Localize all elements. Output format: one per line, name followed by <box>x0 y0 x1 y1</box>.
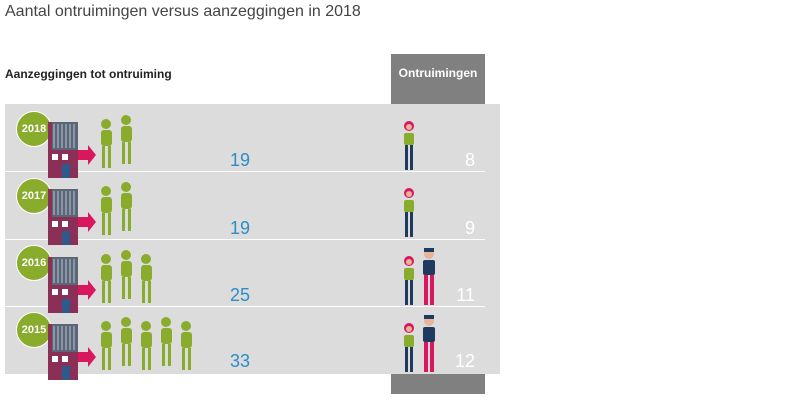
ontruimingen-value-2016: 11 <box>456 285 475 305</box>
evictee-icon-2016 <box>404 256 414 305</box>
aanzeggingen-value-2015: 33 <box>229 351 250 371</box>
person-icon-2016 <box>121 250 132 299</box>
person-icon-2016 <box>101 254 112 303</box>
house-icon-2015 <box>48 324 96 380</box>
year-badge-2017: 2017 <box>16 178 52 214</box>
person-icon-2015 <box>141 321 152 370</box>
ontruimingen-value-2015: 12 <box>454 351 475 371</box>
person-icon-2018 <box>101 119 112 168</box>
evictee-icon-2015 <box>404 323 414 372</box>
person-icon-2015 <box>181 321 192 370</box>
person-icon-2017 <box>101 186 112 235</box>
house-icon-2018 <box>48 122 96 178</box>
aanzeggingen-value-2017: 19 <box>229 218 250 238</box>
aanzeggingen-value-2018: 19 <box>229 150 250 170</box>
year-badge-2018: 2018 <box>16 111 52 147</box>
house-icon-2016 <box>48 257 96 313</box>
aanzeggingen-value-2016: 25 <box>229 285 250 305</box>
ontruimingen-value-2018: 8 <box>464 150 475 170</box>
column-header-aanzeggingen: Aanzeggingen tot ontruiming <box>5 67 172 81</box>
row-divider <box>5 171 485 172</box>
year-badge-2016: 2016 <box>16 245 52 281</box>
person-icon-2016 <box>141 254 152 303</box>
ontruimingen-value-2017: 9 <box>464 218 475 238</box>
person-icon-2017 <box>121 182 132 231</box>
chart-title: Aantal ontruimingen versus aanzeggingen … <box>5 3 361 20</box>
evictee-icon-2017 <box>404 188 414 237</box>
evictee-icon-2018 <box>404 121 414 170</box>
person-icon-2018 <box>121 115 132 164</box>
person-icon-2015 <box>101 321 112 370</box>
person-icon-2015 <box>121 317 132 366</box>
evictee-icon-2016 <box>423 248 435 305</box>
row-divider <box>5 306 485 307</box>
evictee-icon-2015 <box>423 315 435 372</box>
row-divider <box>5 239 485 240</box>
column-header-ontruimingen: Ontruimingen <box>398 66 478 80</box>
person-icon-2015 <box>161 317 172 366</box>
house-icon-2017 <box>48 189 96 245</box>
